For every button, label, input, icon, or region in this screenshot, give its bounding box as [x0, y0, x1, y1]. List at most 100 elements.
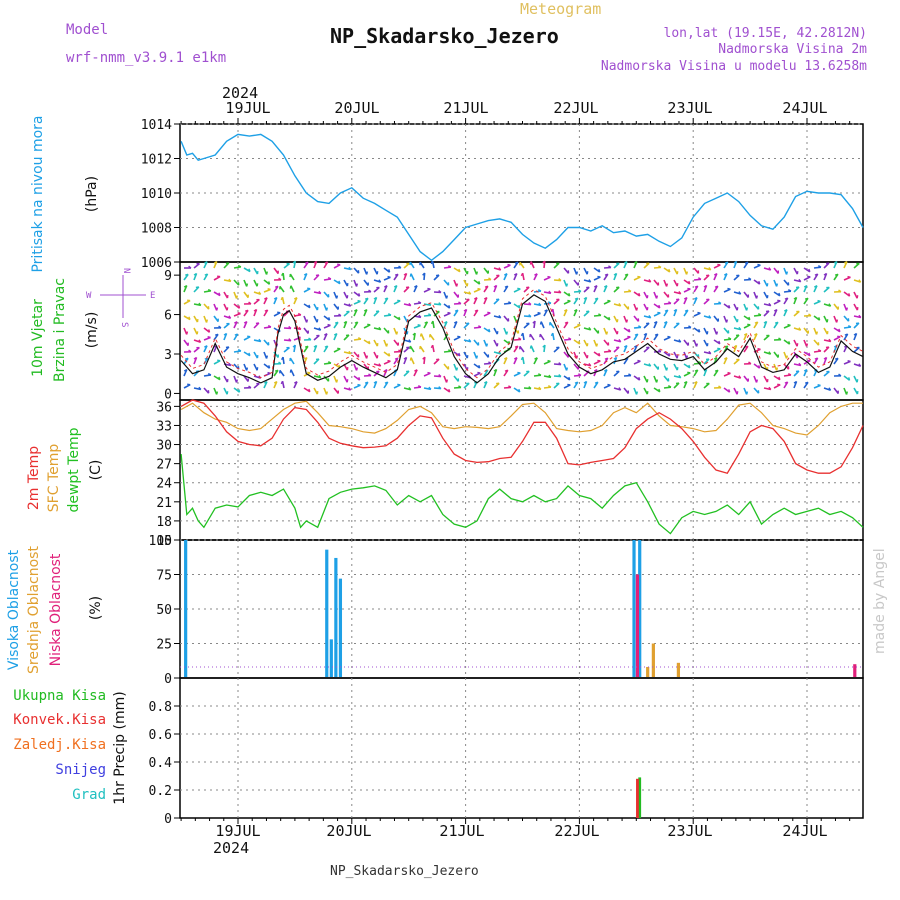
wind-barb-head [808, 268, 811, 273]
wind-barb-head [256, 283, 259, 287]
y-tick-label: 0 [164, 812, 172, 827]
wind-barb-head [419, 333, 422, 337]
wind-barb-head [424, 321, 428, 324]
wind-barb-head [577, 323, 581, 326]
wind-barb-head [597, 359, 601, 362]
wind-barb-head [814, 273, 818, 276]
wind-barb-head [520, 332, 524, 337]
y-tick-label: 9 [164, 269, 172, 284]
wind-barb-head [383, 285, 388, 288]
wind-barb-head [223, 332, 227, 336]
wind-barb-head [504, 369, 509, 372]
wind-barb-head [327, 361, 332, 364]
wind-barb-head [774, 321, 779, 324]
wind-barb-head [394, 357, 399, 360]
model-label: Model [66, 22, 108, 38]
wind-barb-head [289, 369, 292, 373]
footer-station: NP_Skadarsko_Jezero [330, 864, 479, 879]
wind-barb-head [698, 277, 702, 280]
wind-barb-head [826, 319, 829, 323]
wind-barb-head [754, 321, 758, 324]
wind-barb-head [667, 335, 671, 338]
wind-barb-head [858, 314, 862, 318]
compass-south: S [119, 322, 129, 327]
wind-barb-head [814, 357, 818, 360]
day-label-bottom: 20JUL [326, 822, 371, 840]
wind-barb-head [430, 260, 434, 265]
wind-barb-head [547, 385, 552, 388]
legend-snow: Snijeg [55, 762, 106, 778]
cloud-bar [329, 639, 333, 677]
wind-barb-head [488, 277, 492, 281]
wind-barb-head [693, 297, 698, 300]
wind-barb-head [727, 371, 731, 374]
wind-barb-head [235, 295, 239, 299]
wind-barb-head [658, 349, 662, 353]
wind-barb-head [520, 272, 524, 277]
wind-barb-head [654, 333, 659, 336]
wind-barb-head [338, 280, 341, 284]
wind-barb-head [348, 350, 352, 355]
wind-barb-head [498, 267, 502, 271]
wind-barb-head [520, 356, 524, 361]
wind-barb-head [658, 304, 661, 309]
y-tick-label: 1012 [141, 153, 172, 168]
wind-barb-head [198, 302, 202, 306]
wind-barb-head [755, 295, 759, 299]
cloud-bar [184, 540, 188, 677]
wind-barb-head [793, 380, 797, 384]
wind-barb-head [693, 381, 698, 384]
wind-barb-head [325, 391, 329, 395]
wind-barb-head [608, 316, 611, 321]
wind-barb-head [408, 302, 412, 307]
wind-barb-head [218, 292, 221, 296]
wind-barb-head [728, 389, 731, 393]
pressure-unit: (hPa) [84, 176, 100, 212]
wind-barb-head [738, 375, 742, 379]
wind-barb-head [697, 361, 702, 364]
wind-barb-head [638, 325, 642, 328]
wind-barb-head [248, 301, 252, 305]
wind-barb-head [408, 339, 412, 343]
wind-barb-head [773, 308, 778, 312]
wind-barb-head [447, 265, 452, 268]
wind-barb-head [308, 388, 311, 393]
wind-barb-head [550, 332, 554, 337]
wind-barb-head [204, 357, 208, 360]
cloud-bar [676, 662, 681, 677]
wind-barb-head [532, 320, 536, 324]
wind-barb-head [427, 371, 431, 374]
wind-barb-head [237, 348, 242, 352]
precip-bar [636, 778, 639, 818]
wind-barb-head [183, 368, 188, 372]
wind-barbs [183, 260, 862, 395]
wind-barb-head [333, 332, 338, 336]
wind-barb-head [583, 380, 587, 384]
wind-barb-head [813, 285, 818, 288]
y-tick-label: 25 [156, 638, 172, 653]
wind-barb-head [246, 283, 249, 287]
wind-barb-head [835, 319, 839, 323]
wind-barb-head [318, 374, 322, 379]
wind-barb-head [477, 371, 481, 374]
day-label-top: 24JUL [782, 99, 827, 117]
day-label-top: 21JUL [443, 99, 488, 117]
wind-barb-head [708, 350, 712, 355]
wind-barb-head [643, 332, 647, 336]
wind-barb-head [483, 296, 488, 300]
wind-barb-head [768, 386, 772, 390]
day-label-top: 19JUL [225, 99, 270, 117]
y-tick-label: 15 [156, 534, 172, 549]
y-tick-label: 100 [149, 534, 172, 549]
wind-barb-head [558, 374, 562, 378]
wind-barb-head [368, 373, 372, 377]
wind-barb-head [763, 320, 767, 324]
wind-barb-head [447, 311, 451, 314]
wind-panel [179, 261, 864, 401]
wind-barb-head [743, 332, 748, 336]
wind-barb-head [328, 317, 331, 321]
wind-barb-head [748, 316, 751, 321]
wind-barb-head [715, 331, 719, 335]
wind-barb-head [828, 387, 832, 391]
wind-barb-head [234, 321, 238, 324]
